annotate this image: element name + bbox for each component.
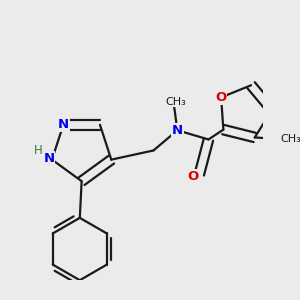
Text: O: O bbox=[187, 169, 198, 183]
Text: N: N bbox=[44, 152, 55, 165]
Text: H: H bbox=[34, 144, 42, 157]
Text: N: N bbox=[172, 124, 183, 137]
Text: N: N bbox=[58, 118, 69, 131]
Text: CH₃: CH₃ bbox=[280, 134, 300, 144]
Text: CH₃: CH₃ bbox=[165, 97, 186, 107]
Text: O: O bbox=[215, 91, 227, 104]
